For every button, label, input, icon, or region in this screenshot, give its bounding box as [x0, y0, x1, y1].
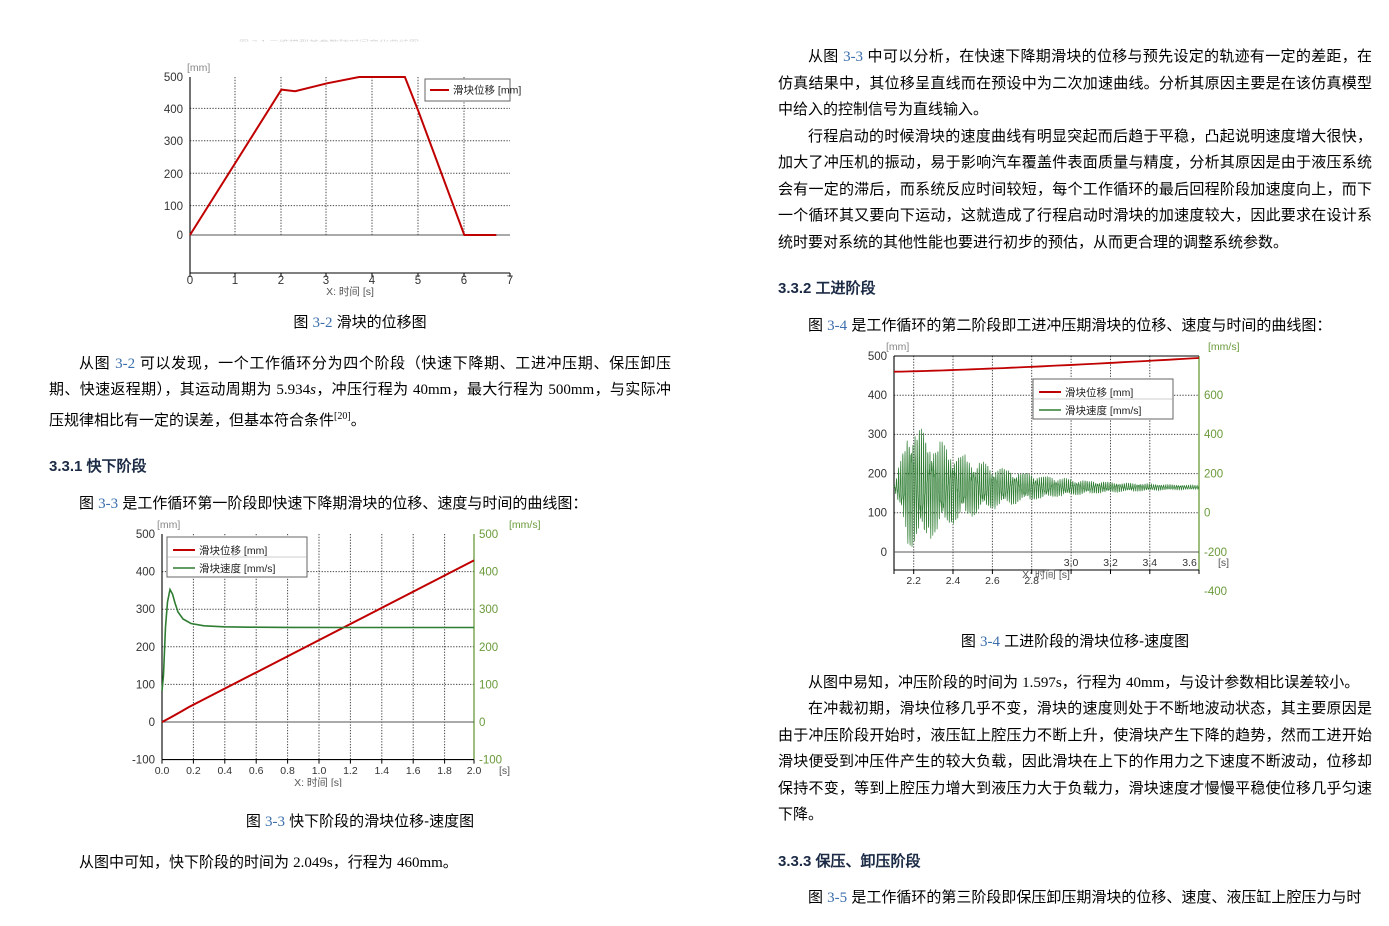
- svg-text:500: 500: [868, 351, 887, 363]
- svg-text:100: 100: [164, 201, 183, 213]
- svg-text:200: 200: [164, 169, 183, 181]
- svg-text:滑块速度 [mm/s]: 滑块速度 [mm/s]: [1065, 404, 1141, 417]
- svg-text:1.4: 1.4: [374, 765, 389, 777]
- svg-text:3.0: 3.0: [1064, 557, 1079, 569]
- svg-text:1.8: 1.8: [437, 765, 452, 777]
- svg-text:3.6: 3.6: [1182, 557, 1197, 569]
- svg-text:[mm]: [mm]: [187, 62, 210, 74]
- svg-text:[mm/s]: [mm/s]: [1208, 341, 1240, 353]
- svg-text:2.2: 2.2: [906, 575, 921, 587]
- svg-text:400: 400: [164, 104, 183, 116]
- svg-text:0.8: 0.8: [280, 765, 295, 777]
- svg-text:200: 200: [479, 642, 498, 654]
- svg-text:500: 500: [136, 529, 155, 541]
- svg-text:2.0: 2.0: [467, 765, 482, 777]
- svg-text:1.0: 1.0: [312, 765, 327, 777]
- svg-text:0.2: 0.2: [186, 765, 201, 777]
- svg-text:400: 400: [136, 567, 155, 579]
- svg-text:200: 200: [1204, 468, 1223, 480]
- svg-text:[mm]: [mm]: [886, 341, 909, 353]
- svg-text:0.6: 0.6: [249, 765, 264, 777]
- svg-text:[s]: [s]: [1218, 557, 1229, 569]
- svg-text:500: 500: [164, 72, 183, 84]
- svg-text:[mm/s]: [mm/s]: [509, 519, 541, 531]
- svg-text:100: 100: [479, 679, 498, 691]
- svg-text:3.4: 3.4: [1142, 557, 1157, 569]
- svg-text:滑块位移 [mm]: 滑块位移 [mm]: [199, 544, 267, 557]
- svg-text:0.4: 0.4: [217, 765, 232, 777]
- svg-text:600: 600: [1204, 390, 1223, 402]
- svg-text:0: 0: [177, 230, 183, 242]
- svg-text:2.4: 2.4: [946, 575, 961, 587]
- svg-text:2: 2: [278, 275, 284, 287]
- svg-text:0: 0: [187, 275, 193, 287]
- svg-text:300: 300: [164, 136, 183, 148]
- svg-text:300: 300: [868, 429, 887, 441]
- svg-text:0: 0: [1204, 508, 1210, 520]
- svg-text:300: 300: [136, 604, 155, 616]
- svg-text:-100: -100: [132, 755, 155, 767]
- svg-text:X: 时间 [s]: X: 时间 [s]: [294, 776, 342, 787]
- svg-text:滑块速度 [mm/s]: 滑块速度 [mm/s]: [199, 562, 275, 575]
- svg-text:400: 400: [868, 390, 887, 402]
- svg-text:3.2: 3.2: [1103, 557, 1118, 569]
- svg-text:1.6: 1.6: [406, 765, 421, 777]
- svg-text:-400: -400: [1204, 586, 1227, 598]
- svg-text:2.6: 2.6: [985, 575, 1000, 587]
- svg-text:1.2: 1.2: [343, 765, 358, 777]
- svg-text:6: 6: [461, 275, 467, 287]
- svg-text:500: 500: [479, 529, 498, 541]
- svg-text:100: 100: [868, 508, 887, 520]
- svg-text:滑块位移 [mm]: 滑块位移 [mm]: [1065, 386, 1133, 399]
- svg-text:滑块位移 [mm]: 滑块位移 [mm]: [453, 84, 521, 97]
- svg-text:0.0: 0.0: [155, 765, 170, 777]
- svg-text:0: 0: [479, 717, 485, 729]
- svg-text:1: 1: [232, 275, 238, 287]
- svg-text:X: 时间 [s]: X: 时间 [s]: [1022, 568, 1070, 581]
- svg-text:[mm]: [mm]: [157, 519, 180, 531]
- svg-text:200: 200: [136, 642, 155, 654]
- svg-text:0: 0: [149, 717, 155, 729]
- svg-text:7: 7: [507, 275, 513, 287]
- svg-text:X: 时间 [s]: X: 时间 [s]: [326, 285, 374, 298]
- svg-text:5: 5: [415, 275, 421, 287]
- svg-text:400: 400: [479, 567, 498, 579]
- svg-text:[s]: [s]: [499, 765, 510, 777]
- svg-text:200: 200: [868, 468, 887, 480]
- svg-text:100: 100: [136, 679, 155, 691]
- svg-text:0: 0: [881, 547, 887, 559]
- svg-text:400: 400: [1204, 429, 1223, 441]
- svg-text:300: 300: [479, 604, 498, 616]
